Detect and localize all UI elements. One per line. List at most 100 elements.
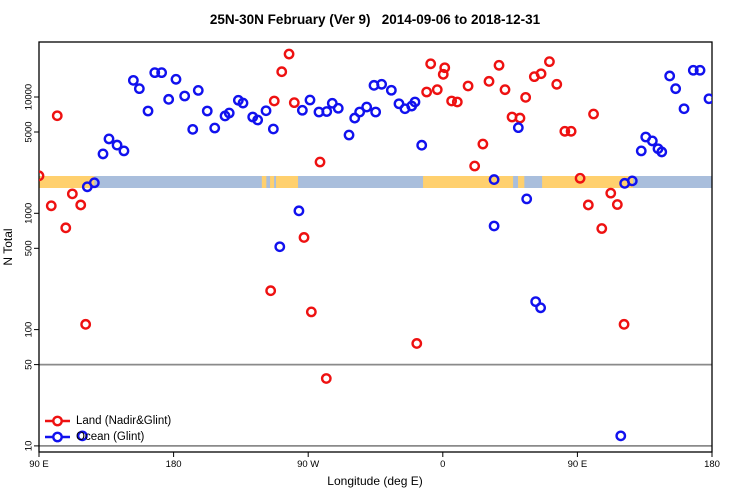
data-point-land [451,96,463,108]
x-tick-label: 180 [166,459,182,470]
data-point-ocean [252,114,264,126]
data-point-land [75,199,87,211]
data-point-ocean [179,90,191,102]
map-band-land-segment [542,176,634,188]
data-point-ocean [626,175,638,187]
data-point-land [551,78,563,90]
plot-frame [38,41,713,453]
data-point-land [565,125,577,137]
data-point-land [51,110,63,122]
data-point-land [535,68,547,80]
data-point-land [431,84,443,96]
map-band-land-segment [423,176,514,188]
data-point-land [582,199,594,211]
data-point-land [314,156,326,168]
data-point-ocean [354,106,366,118]
data-point-ocean [635,145,647,157]
data-point-land [283,48,295,60]
data-point-land [493,59,505,71]
data-point-ocean [156,67,168,79]
data-point-ocean [209,122,221,134]
data-point-land [66,188,78,200]
data-point-ocean [111,139,123,151]
data-point-ocean [656,146,668,158]
data-point-land [45,200,57,212]
data-point-ocean [385,84,397,96]
data-point-land [520,91,532,103]
data-point-ocean [223,107,235,119]
data-point-land [469,160,481,172]
legend-marker-land [52,415,63,427]
data-point-land [588,108,599,120]
x-axis-ticks: 90 E 180 90 W 0 90 E 180 [29,452,720,470]
data-point-ocean [678,103,690,115]
data-point-land [265,285,277,297]
data-point-land [596,223,608,234]
data-point-land [425,58,437,70]
data-point-land [80,318,92,330]
map-band-land-segment [518,176,525,188]
data-point-land [60,222,72,234]
data-point-ocean [343,129,355,141]
data-point-ocean [127,74,139,86]
data-point-ocean [118,145,130,157]
data-point-ocean [296,104,308,116]
data-point-land [320,373,332,384]
data-point-ocean [409,96,421,108]
data-point-ocean [187,123,199,135]
data-point-land [618,318,630,330]
map-band-land-segment [270,176,275,188]
data-point-ocean [332,102,344,114]
data-point-ocean [192,84,204,96]
data-point-land [559,125,571,137]
data-point-ocean [512,122,524,134]
chart-title: 25N-30N February (Ver 9) 2014-09-06 to 2… [210,12,541,27]
surface-type-map-band [39,176,712,188]
y-axis-ticks: 10000 5000 1000 500 100 50 10 [24,84,39,451]
y-tick-label: 5000 [24,121,35,142]
data-point-land [446,95,458,107]
data-point-land [462,80,474,92]
y-axis-label: N Total [1,228,15,265]
data-point-ocean [646,135,658,147]
data-point-land [477,138,489,150]
data-point-ocean [370,106,382,118]
data-point-ocean [149,67,161,79]
y-tick-label: 50 [24,359,35,370]
data-point-ocean [416,139,428,151]
data-point-land [574,172,586,184]
data-point-ocean [103,133,115,145]
map-band-land-segment [261,176,267,188]
data-point-ocean [267,123,279,135]
data-point-ocean [88,177,100,189]
x-axis-label: Longitude (deg E) [327,474,422,488]
map-band-land-segment [276,176,299,188]
data-point-ocean [321,106,333,117]
data-point-ocean [142,105,154,117]
data-points [39,48,712,442]
data-point-ocean [97,148,109,160]
data-point-land [439,62,451,74]
data-point-ocean [201,105,213,117]
y-tick-label: 500 [24,240,35,256]
data-point-ocean [521,193,533,205]
data-point-land [605,187,617,199]
legend-label-ocean: Ocean (Glint) [76,431,145,443]
data-point-ocean [170,73,182,85]
data-point-land [437,68,449,80]
y-tick-label: 100 [24,322,35,338]
data-point-land [421,86,433,98]
map-band-land-segment [39,176,95,188]
data-point-land [39,170,45,182]
data-point-ocean [535,302,547,314]
legend: Land (Nadir&Glint) Ocean (Glint) [45,415,171,443]
data-point-ocean [694,64,706,76]
data-point-land [305,306,317,318]
data-point-ocean [293,205,305,217]
data-point-ocean [133,83,145,95]
x-tick-label: 90 W [297,459,319,470]
x-tick-label: 180 [704,459,720,470]
legend-label-land: Land (Nadir&Glint) [76,415,171,427]
